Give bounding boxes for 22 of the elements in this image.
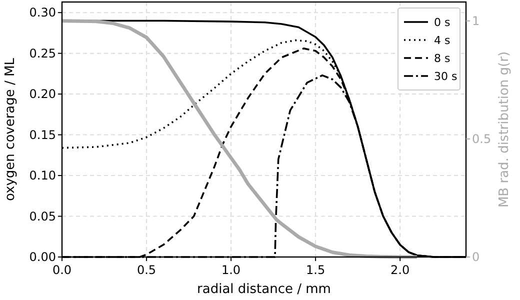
y-axis-title: oxygen coverage / ML bbox=[3, 57, 18, 202]
y-tick-label: 0.15 bbox=[29, 128, 56, 142]
y-tick-label: 0.20 bbox=[29, 87, 56, 102]
y-tick-label: 0.10 bbox=[29, 168, 56, 183]
x-tick-label: 1.5 bbox=[306, 263, 326, 277]
x-tick-label: 0.0 bbox=[52, 263, 72, 277]
y-tick-label: 0.25 bbox=[29, 46, 56, 60]
x-tick-label: 1.0 bbox=[221, 263, 241, 277]
legend-label: 30 s bbox=[434, 70, 458, 83]
y2-tick-label: 0 bbox=[472, 250, 480, 264]
legend-label: 4 s bbox=[434, 34, 450, 47]
x-axis-title: radial distance / mm bbox=[197, 282, 331, 297]
legend-label: 8 s bbox=[434, 52, 450, 65]
x-tick-label: 0.5 bbox=[136, 263, 156, 277]
y2-tick-label: 0.5 bbox=[472, 132, 492, 146]
y2-tick-label: 1 bbox=[472, 14, 480, 28]
legend-label: 0 s bbox=[434, 16, 450, 29]
y-tick-label: 0.00 bbox=[29, 250, 56, 264]
y2-axis-title: MB rad. distribution g(r) bbox=[497, 51, 512, 208]
x-tick-label: 2.0 bbox=[390, 263, 410, 277]
y-tick-label: 0.30 bbox=[29, 6, 56, 20]
y-tick-label: 0.05 bbox=[29, 209, 56, 224]
